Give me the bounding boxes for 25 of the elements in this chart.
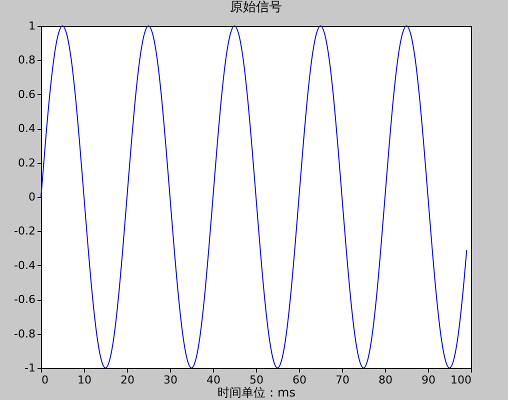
y-tick-label: -0.4: [14, 258, 36, 272]
x-tick-label: 30: [164, 374, 178, 386]
y-tick-label: -0.2: [14, 224, 36, 238]
x-axis-title: 时间单位：ms: [218, 386, 296, 400]
y-tick-label: -0.8: [14, 327, 36, 340]
x-tick-label: 50: [250, 374, 264, 386]
x-tick-label: 20: [120, 374, 134, 386]
x-tick-label: 90: [422, 374, 436, 386]
x-tick-label: 60: [292, 374, 306, 386]
x-tick-label: 40: [206, 374, 220, 386]
line-series: [40, 26, 468, 368]
y-tick-label: -1: [24, 362, 36, 374]
y-tick-label: 1: [28, 20, 36, 32]
y-tick-label: 0.2: [18, 156, 36, 170]
chart-title: 原始信号: [230, 0, 282, 15]
x-tick-label: 80: [378, 374, 392, 386]
y-tick-label: -0.6: [14, 293, 36, 306]
y-tick-label: 0.8: [18, 54, 36, 67]
y-tick-label: 0: [28, 190, 36, 204]
y-tick-label: 0.4: [18, 122, 36, 136]
y-tick-label: 0.6: [18, 88, 36, 101]
x-tick-label: 100: [450, 374, 472, 386]
x-tick-label: 10: [78, 374, 92, 386]
x-tick-label: 0: [42, 374, 48, 386]
x-tick-label: 70: [336, 374, 350, 386]
